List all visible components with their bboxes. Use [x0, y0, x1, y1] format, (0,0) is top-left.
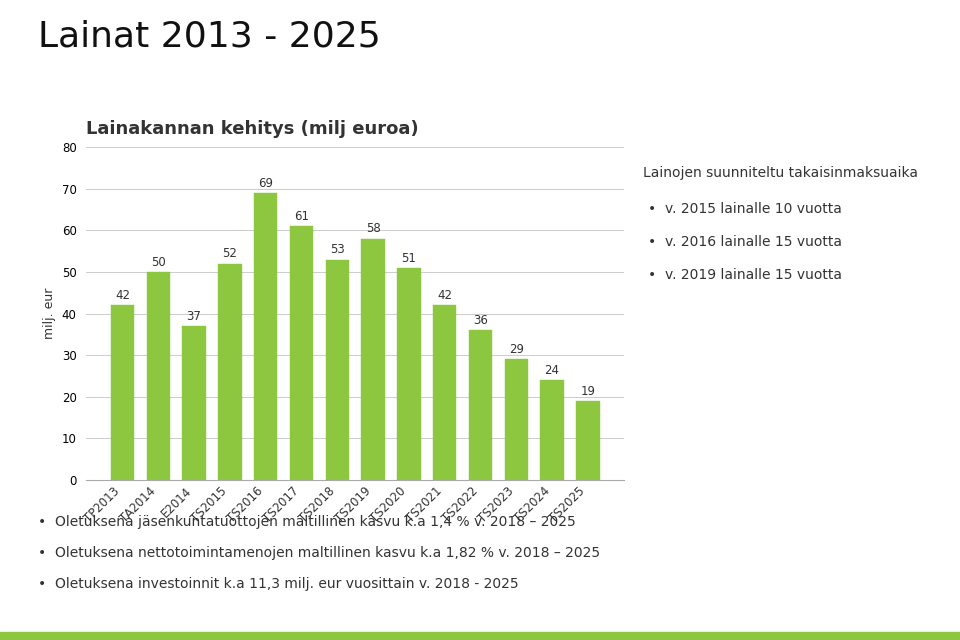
Bar — [433, 305, 456, 480]
Bar — [468, 330, 492, 480]
Text: 19: 19 — [581, 385, 595, 397]
Text: Lainat 2013 - 2025: Lainat 2013 - 2025 — [38, 19, 381, 53]
Text: •  v. 2019 lainalle 15 vuotta: • v. 2019 lainalle 15 vuotta — [648, 268, 842, 282]
Text: 50: 50 — [151, 255, 166, 269]
Text: 24: 24 — [544, 364, 560, 377]
Bar — [147, 272, 170, 480]
Bar — [110, 305, 134, 480]
Text: 69: 69 — [258, 177, 274, 189]
Text: Lainojen suunniteltu takaisinmaksuaika: Lainojen suunniteltu takaisinmaksuaika — [643, 166, 918, 180]
Text: 52: 52 — [223, 247, 237, 260]
Text: 58: 58 — [366, 222, 380, 236]
Text: •  Oletuksena nettotoimintamenojen maltillinen kasvu k.a 1,82 % v. 2018 – 2025: • Oletuksena nettotoimintamenojen maltil… — [38, 546, 601, 560]
Text: 51: 51 — [401, 252, 417, 264]
Bar — [540, 380, 564, 480]
Bar — [254, 193, 277, 480]
Text: •  v. 2015 lainalle 10 vuotta: • v. 2015 lainalle 10 vuotta — [648, 202, 842, 216]
Text: 29: 29 — [509, 343, 524, 356]
Text: •  Oletuksena investoinnit k.a 11,3 milj. eur vuosittain v. 2018 - 2025: • Oletuksena investoinnit k.a 11,3 milj.… — [38, 577, 519, 591]
Bar — [218, 264, 242, 480]
Bar — [325, 260, 348, 480]
Text: 42: 42 — [115, 289, 130, 302]
Bar — [397, 268, 420, 480]
Text: 61: 61 — [294, 210, 309, 223]
Text: 42: 42 — [437, 289, 452, 302]
Bar — [576, 401, 600, 480]
Text: 37: 37 — [186, 310, 202, 323]
Bar — [182, 326, 205, 480]
Y-axis label: milj. eur: milj. eur — [43, 288, 57, 339]
Text: Lainakannan kehitys (milj euroa): Lainakannan kehitys (milj euroa) — [86, 120, 419, 138]
Bar — [290, 226, 313, 480]
Text: 36: 36 — [473, 314, 488, 327]
Bar — [505, 360, 528, 480]
Text: •  Oletuksena jäsenkuntatuottojen maltillinen kasvu k.a 1,4 % v. 2018 – 2025: • Oletuksena jäsenkuntatuottojen maltill… — [38, 515, 576, 529]
Text: 53: 53 — [330, 243, 345, 256]
Bar — [362, 239, 385, 480]
Text: •  v. 2016 lainalle 15 vuotta: • v. 2016 lainalle 15 vuotta — [648, 235, 842, 249]
